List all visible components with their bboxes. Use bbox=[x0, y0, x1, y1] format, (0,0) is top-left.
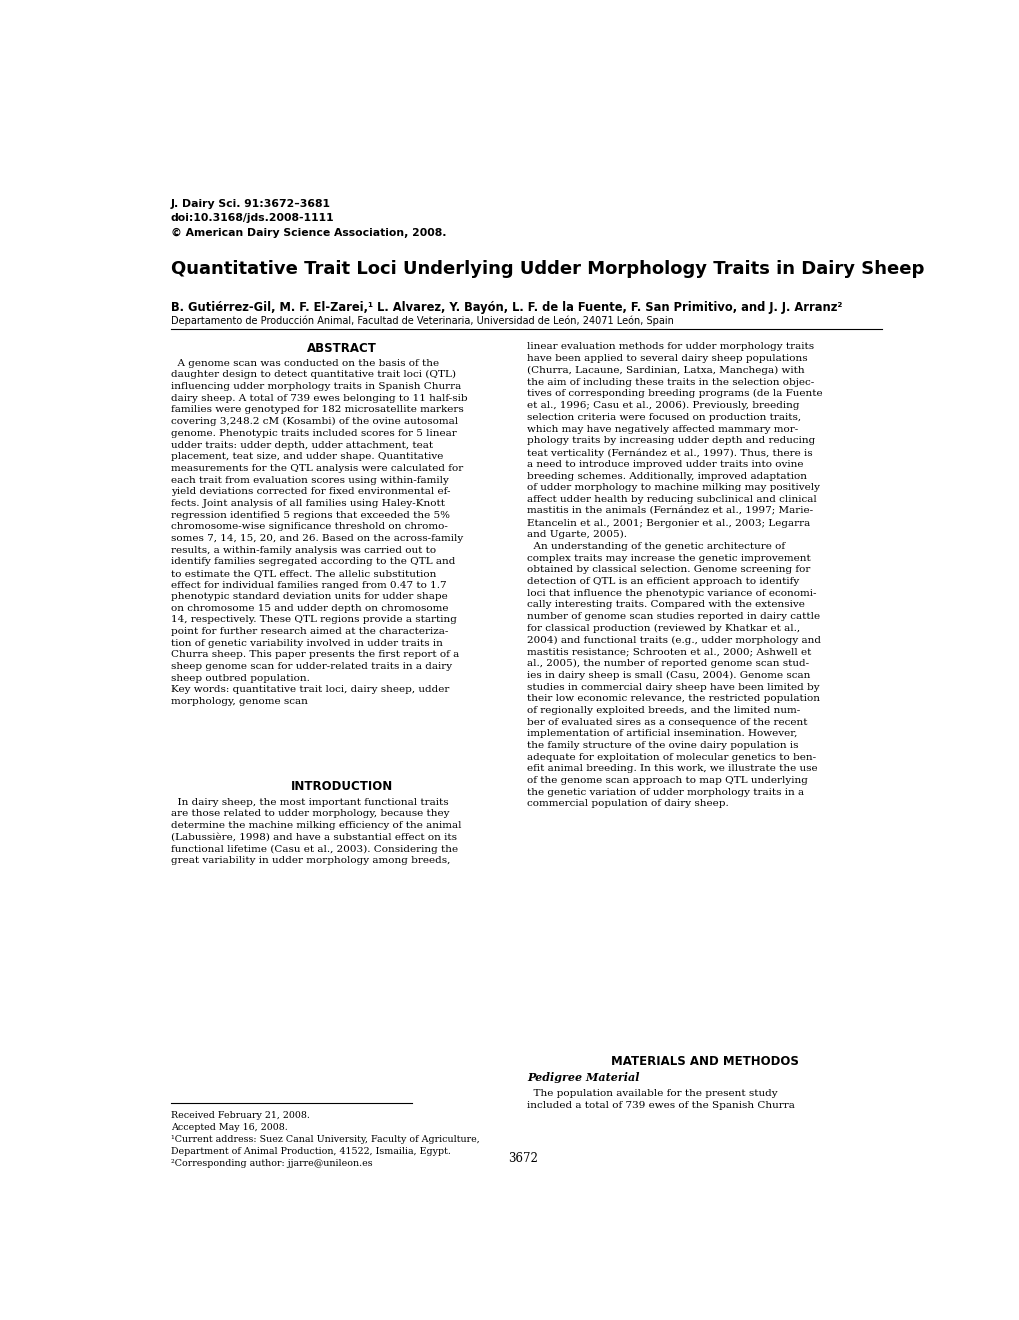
Text: MATERIALS AND METHODOS: MATERIALS AND METHODOS bbox=[610, 1055, 798, 1068]
Text: Pedigree Material: Pedigree Material bbox=[527, 1072, 639, 1084]
Text: INTRODUCTION: INTRODUCTION bbox=[290, 780, 393, 793]
Text: J. Dairy Sci. 91:3672–3681
doi:10.3168/jds.2008-1111
© American Dairy Science As: J. Dairy Sci. 91:3672–3681 doi:10.3168/j… bbox=[171, 199, 446, 238]
Text: B. Gutiérrez-Gil, M. F. El-Zarei,¹ L. Alvarez, Y. Bayón, L. F. de la Fuente, F. : B. Gutiérrez-Gil, M. F. El-Zarei,¹ L. Al… bbox=[171, 301, 842, 314]
Text: Departamento de Producción Animal, Facultad de Veterinaria, Universidad de León,: Departamento de Producción Animal, Facul… bbox=[171, 315, 674, 326]
Text: linear evaluation methods for udder morphology traits
have been applied to sever: linear evaluation methods for udder morp… bbox=[527, 342, 822, 808]
Text: Received February 21, 2008.
Accepted May 16, 2008.
¹Current address: Suez Canal : Received February 21, 2008. Accepted May… bbox=[171, 1110, 479, 1168]
Text: ABSTRACT: ABSTRACT bbox=[307, 342, 377, 355]
Text: 3672: 3672 bbox=[507, 1151, 537, 1164]
Text: The population available for the present study
included a total of 739 ewes of t: The population available for the present… bbox=[527, 1089, 795, 1110]
Text: A genome scan was conducted on the basis of the
daughter design to detect quanti: A genome scan was conducted on the basis… bbox=[171, 359, 467, 706]
Text: In dairy sheep, the most important functional traits
are those related to udder : In dairy sheep, the most important funct… bbox=[171, 797, 461, 865]
Text: Quantitative Trait Loci Underlying Udder Morphology Traits in Dairy Sheep: Quantitative Trait Loci Underlying Udder… bbox=[171, 260, 923, 279]
